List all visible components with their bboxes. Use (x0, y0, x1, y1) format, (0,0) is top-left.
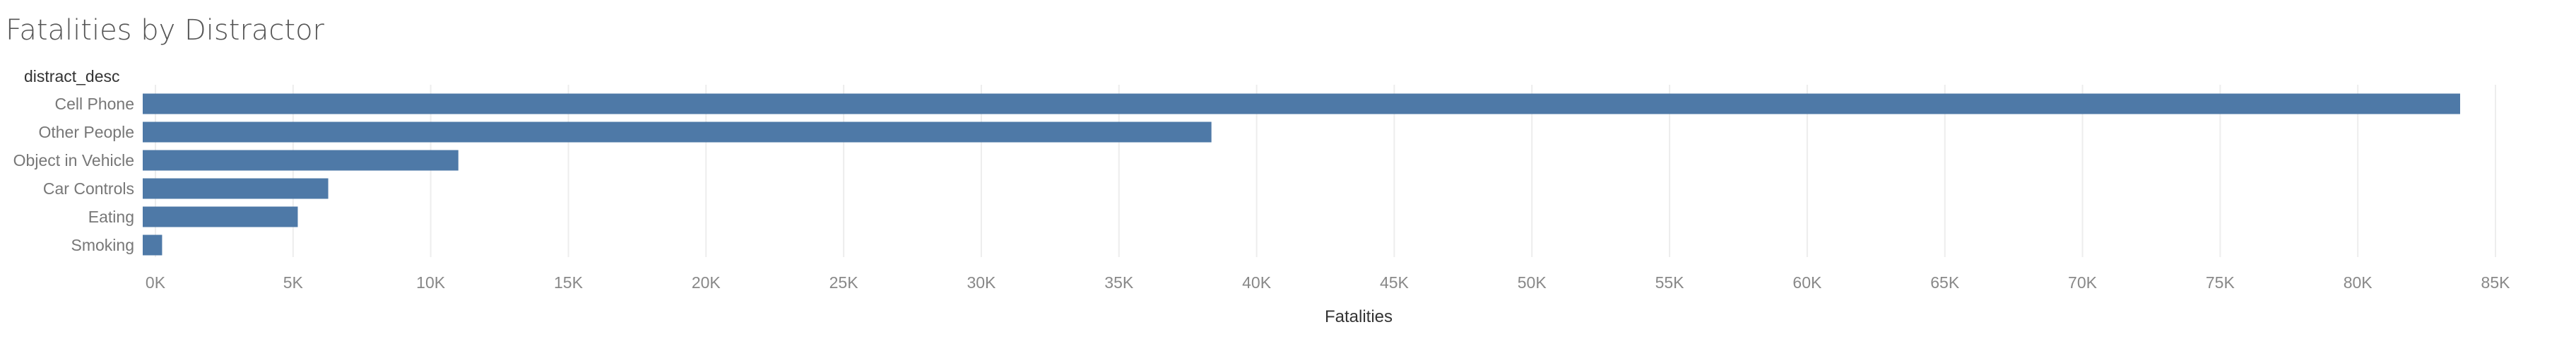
category-labels: Cell Phone Other People Object in Vehicle C… (13, 95, 134, 254)
category-label-5: Smoking (71, 236, 134, 254)
x-axis-title: Fatalities (1325, 307, 1393, 326)
x-tick-label-1: 5K (283, 273, 304, 292)
bar-1[interactable] (143, 121, 1212, 143)
category-label-1: Other People (38, 123, 134, 141)
x-tick-label-12: 60K (1792, 273, 1822, 292)
category-label-4: Eating (88, 208, 134, 226)
bar-4[interactable] (143, 206, 298, 227)
x-tick-label-14: 70K (2068, 273, 2098, 292)
bar-2[interactable] (143, 150, 459, 171)
chart-title: Fatalities by Distractor (6, 14, 325, 47)
x-tick-label-9: 45K (1380, 273, 1410, 292)
category-header: distract_desc (24, 67, 120, 85)
x-tick-label-7: 35K (1104, 273, 1134, 292)
category-label-3: Car Controls (43, 179, 134, 198)
x-tick-label-4: 20K (692, 273, 721, 292)
x-tick-labels: 0K 5K 10K 15K 20K 25K 30K 35K 40K 45K 50K 55K 60K 65K… (146, 273, 2510, 292)
x-tick-label-8: 40K (1242, 273, 1272, 292)
x-tick-label-15: 75K (2206, 273, 2235, 292)
bar-0[interactable] (143, 93, 2460, 114)
x-tick-label-5: 25K (829, 273, 859, 292)
category-label-2: Object in Vehicle (13, 151, 134, 170)
x-tick-label-3: 15K (554, 273, 584, 292)
bar-3[interactable] (143, 178, 329, 199)
x-tick-label-2: 10K (416, 273, 446, 292)
x-tick-label-10: 50K (1518, 273, 1547, 292)
x-tick-label-17: 85K (2481, 273, 2511, 292)
x-tick-label-13: 65K (1930, 273, 1960, 292)
category-label-0: Cell Phone (54, 95, 134, 113)
x-tick-label-11: 55K (1655, 273, 1685, 292)
bars (143, 93, 2460, 256)
x-tick-label-16: 80K (2344, 273, 2373, 292)
x-tick-label-6: 30K (967, 273, 996, 292)
bar-5[interactable] (143, 234, 163, 256)
x-tick-label-0: 0K (146, 273, 166, 292)
